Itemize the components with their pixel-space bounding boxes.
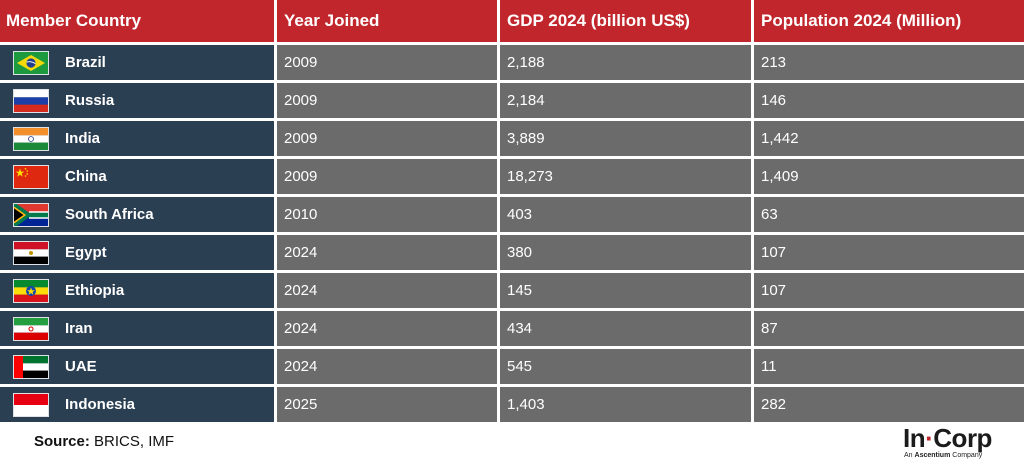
header-year-joined: Year Joined: [277, 0, 500, 45]
cell-year-joined: 2009: [277, 83, 500, 121]
table-row: Brazil 2009 2,188 213: [0, 45, 1024, 83]
country-name: China: [65, 168, 107, 185]
ethiopia-flag-icon: [14, 279, 48, 302]
logo-tagline: An Ascentium Company: [904, 452, 983, 459]
iran-flag-icon: [14, 317, 48, 340]
cell-year-joined: 2024: [277, 273, 500, 311]
table-row: UAE 2024 545 11: [0, 349, 1024, 387]
cell-country: China: [0, 159, 277, 197]
header-gdp: GDP 2024 (billion US$): [500, 0, 754, 45]
header-member-country: Member Country: [0, 0, 277, 45]
header-population: Population 2024 (Million): [754, 0, 1024, 45]
country-name: India: [65, 130, 101, 147]
cell-year-joined: 2024: [277, 235, 500, 273]
table-row: Ethiopia 2024 145 107: [0, 273, 1024, 311]
brazil-flag-icon: [14, 51, 48, 74]
table-header-row: Member Country Year Joined GDP 2024 (bil…: [0, 0, 1024, 45]
country-name: Indonesia: [65, 396, 136, 413]
cell-gdp: 545: [500, 349, 754, 387]
source-note: Source: BRICS, IMF: [34, 433, 174, 450]
cell-year-joined: 2024: [277, 349, 500, 387]
cell-gdp: 380: [500, 235, 754, 273]
cell-country: Egypt: [0, 235, 277, 273]
country-name: Egypt: [65, 244, 107, 261]
cell-gdp: 1,403: [500, 387, 754, 425]
south-africa-flag-icon: [14, 203, 48, 226]
source-label: Source:: [34, 433, 90, 450]
country-name: UAE: [65, 358, 97, 375]
logo-wordmark: In·Corp: [903, 423, 992, 453]
brics-members-table: Member Country Year Joined GDP 2024 (bil…: [0, 0, 1024, 425]
cell-country: Iran: [0, 311, 277, 349]
cell-gdp: 403: [500, 197, 754, 235]
cell-population: 63: [754, 197, 1024, 235]
cell-population: 1,409: [754, 159, 1024, 197]
uae-flag-icon: [14, 355, 48, 378]
country-name: Russia: [65, 92, 115, 109]
table-row: India 2009 3,889 1,442: [0, 121, 1024, 159]
country-name: Brazil: [65, 54, 106, 71]
cell-population: 107: [754, 273, 1024, 311]
cell-population: 146: [754, 83, 1024, 121]
cell-population: 87: [754, 311, 1024, 349]
cell-country: UAE: [0, 349, 277, 387]
cell-country: Indonesia: [0, 387, 277, 425]
indonesia-flag-icon: [14, 393, 48, 416]
egypt-flag-icon: [14, 241, 48, 264]
table-row: Iran 2024 434 87: [0, 311, 1024, 349]
cell-population: 11: [754, 349, 1024, 387]
country-name: Iran: [65, 320, 93, 337]
cell-year-joined: 2009: [277, 159, 500, 197]
cell-gdp: 3,889: [500, 121, 754, 159]
cell-population: 282: [754, 387, 1024, 425]
cell-year-joined: 2010: [277, 197, 500, 235]
source-text: BRICS, IMF: [89, 433, 175, 450]
cell-country: Russia: [0, 83, 277, 121]
cell-country: Ethiopia: [0, 273, 277, 311]
cell-population: 213: [754, 45, 1024, 83]
cell-year-joined: 2009: [277, 45, 500, 83]
cell-gdp: 434: [500, 311, 754, 349]
china-flag-icon: [14, 165, 48, 188]
cell-year-joined: 2009: [277, 121, 500, 159]
table-row: Russia 2009 2,184 146: [0, 83, 1024, 121]
incorp-logo: In·Corp An Ascentium Company: [903, 424, 1013, 464]
country-name: Ethiopia: [65, 282, 125, 299]
cell-gdp: 2,188: [500, 45, 754, 83]
cell-country: Brazil: [0, 45, 277, 83]
table-row: South Africa 2010 403 63: [0, 197, 1024, 235]
cell-gdp: 18,273: [500, 159, 754, 197]
table-row: Egypt 2024 380 107: [0, 235, 1024, 273]
cell-country: India: [0, 121, 277, 159]
table-row: China 2009 18,273 1,409: [0, 159, 1024, 197]
table-row: Indonesia 2025 1,403 282: [0, 387, 1024, 425]
russia-flag-icon: [14, 89, 48, 112]
country-name: South Africa: [65, 206, 154, 223]
cell-year-joined: 2025: [277, 387, 500, 425]
cell-population: 107: [754, 235, 1024, 273]
cell-country: South Africa: [0, 197, 277, 235]
india-flag-icon: [14, 127, 48, 150]
cell-gdp: 145: [500, 273, 754, 311]
cell-population: 1,442: [754, 121, 1024, 159]
cell-gdp: 2,184: [500, 83, 754, 121]
cell-year-joined: 2024: [277, 311, 500, 349]
